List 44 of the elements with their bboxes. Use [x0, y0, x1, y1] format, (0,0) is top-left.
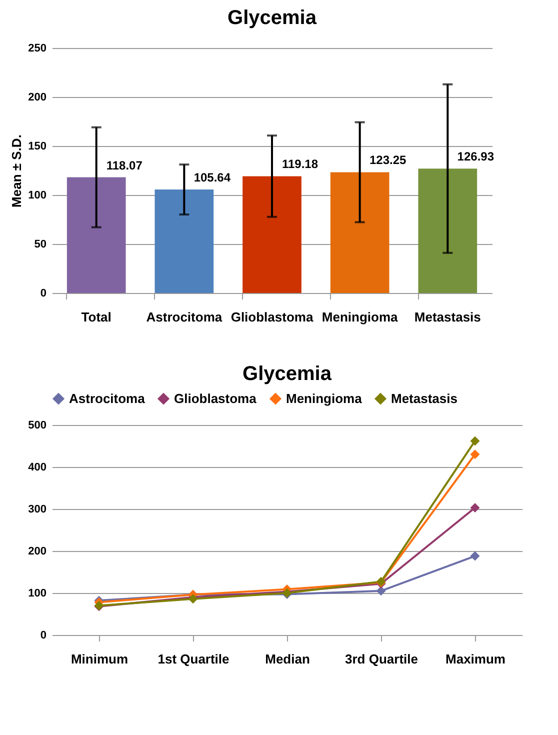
- y-tick-label: 0: [40, 288, 46, 300]
- point: [470, 551, 480, 561]
- x-tick-label: Meningioma: [322, 310, 399, 324]
- legend-label: Meningioma: [286, 390, 363, 406]
- bar: [154, 189, 214, 293]
- x-tick-label: Maximum: [446, 652, 506, 666]
- y-tick-label: 400: [28, 462, 46, 474]
- data-label: 126.93: [457, 150, 494, 164]
- y-tick-label: 150: [28, 140, 46, 152]
- y-tick-label: 100: [28, 190, 46, 202]
- legend-label: Metastasis: [391, 390, 458, 406]
- x-tick-label: Astrocitoma: [146, 310, 223, 324]
- chart-title: Glycemia: [228, 7, 318, 29]
- y-tick-label: 100: [28, 588, 46, 600]
- data-label: 123.25: [369, 153, 406, 168]
- point: [376, 586, 386, 596]
- y-tick-label: 50: [34, 238, 46, 250]
- x-tick-label: Total: [81, 310, 112, 324]
- point: [470, 436, 480, 446]
- y-tick-label: 500: [28, 420, 46, 432]
- chart-title: Glycemia: [242, 363, 332, 385]
- data-label: 118.07: [106, 158, 143, 172]
- x-tick-label: 1st Quartile: [158, 652, 230, 666]
- bar: [330, 172, 390, 293]
- bar: [66, 177, 126, 293]
- y-tick-label: 250: [28, 42, 46, 54]
- data-label: 105.64: [194, 170, 231, 184]
- bar: [418, 168, 478, 293]
- legend-label: Astrocitoma: [69, 390, 146, 406]
- legend-label: Glioblastoma: [174, 390, 258, 406]
- y-tick-label: 300: [28, 504, 46, 516]
- x-tick-label: Minimum: [70, 652, 128, 666]
- point: [470, 450, 480, 460]
- point: [470, 502, 480, 512]
- y-tick-label: 200: [28, 546, 46, 558]
- x-tick-label: Metastasis: [414, 310, 481, 324]
- x-tick-label: 3rd Quartile: [345, 652, 418, 666]
- y-tick-label: 0: [40, 630, 46, 642]
- x-tick-label: Median: [265, 652, 310, 666]
- bar: [242, 176, 302, 293]
- x-tick-label: Glioblastoma: [230, 310, 314, 324]
- y-axis-title: Mean ± S.D.: [9, 134, 24, 208]
- y-tick-label: 200: [28, 92, 46, 104]
- data-label: 119.18: [282, 157, 318, 172]
